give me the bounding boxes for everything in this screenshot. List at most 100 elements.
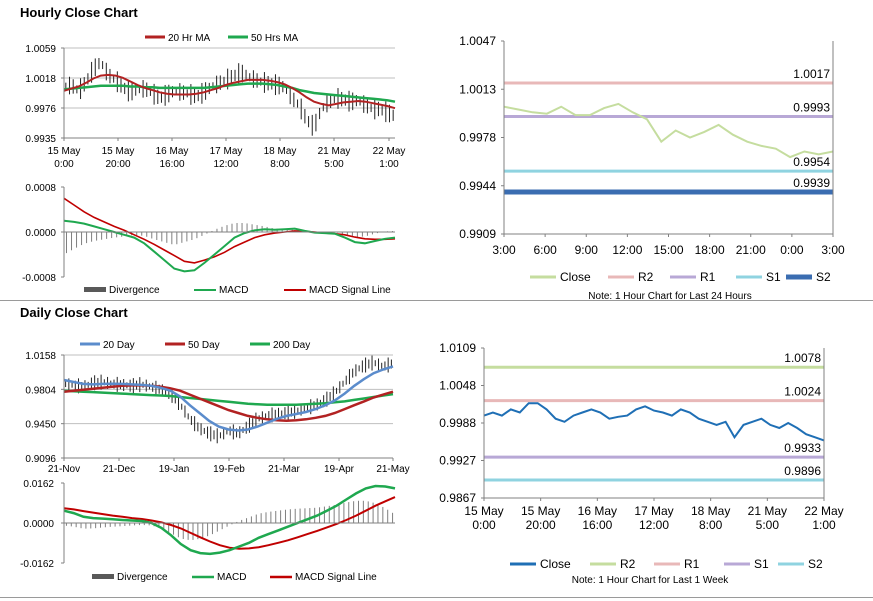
x-tick-label: 1:00 — [379, 159, 399, 170]
legend: 20 Hr MA 50 Hrs MA — [145, 33, 299, 44]
x-tick-label: 12:00 — [612, 243, 642, 257]
x-tick-label: 22 May — [804, 504, 843, 518]
section-divider — [0, 300, 873, 301]
bottom-divider — [0, 597, 873, 598]
x-tick-label: 0:00 — [780, 243, 804, 257]
hourly-section-title: Hourly Close Chart — [20, 5, 138, 20]
daily-price-chart: 1.0158 0.9804 0.9450 0.9096 21-Nov 21-Dec 19-J… — [0, 300, 420, 476]
legend: Divergence MACD MACD Signal Line — [92, 572, 377, 583]
y-tick-label: 1.0109 — [439, 341, 476, 355]
daily-macd-chart: 0.0162 0.0000 -0.0162 Divergence MACD MACD… — [0, 476, 420, 597]
x-tick-label: 18:00 — [695, 243, 725, 257]
daily-section-title: Daily Close Chart — [20, 305, 128, 320]
x-tick-label: 21 May — [318, 146, 351, 157]
y-tick-label: 1.0158 — [25, 351, 56, 362]
legend-label-r2: R2 — [638, 270, 654, 284]
x-tick-label: 18 May — [691, 504, 730, 518]
y-tick-label: -0.0008 — [22, 273, 56, 284]
x-tick-label: 15 May — [102, 146, 135, 157]
x-tick-label: 16 May — [578, 504, 617, 518]
legend-label-200-day: 200 Day — [273, 340, 310, 351]
x-tick-label: 0:00 — [472, 518, 496, 532]
legend-label-divergence: Divergence — [117, 572, 168, 583]
y-tick-label: 0.9978 — [459, 131, 496, 145]
series-line-close — [503, 102, 834, 159]
x-tick-label: 15:00 — [653, 243, 683, 257]
x-tick-label: 16 May — [156, 146, 189, 157]
y-tick-label: 0.9909 — [459, 227, 496, 241]
legend-label-s2: S2 — [808, 557, 823, 571]
legend-label-close: Close — [540, 557, 571, 571]
x-tick-label: 8:00 — [699, 518, 723, 532]
x-tick-label: 15 May — [521, 504, 560, 518]
x-tick-label: 17 May — [634, 504, 673, 518]
series-line-macd — [63, 484, 396, 556]
y-tick-label: 0.9944 — [459, 179, 496, 193]
legend-label-50-day: 50 Day — [188, 340, 220, 351]
y-tick-label: 1.0048 — [439, 379, 476, 393]
legend: 20 Day 50 Day 200 Day — [80, 340, 310, 351]
x-tick-label: 21:00 — [736, 243, 766, 257]
legend-label-s2: S2 — [816, 270, 831, 284]
x-tick-label: 12:00 — [639, 518, 669, 532]
level-label-s1: 0.9933 — [784, 441, 821, 455]
x-tick-label: 3:00 — [492, 243, 516, 257]
legend-label-s1: S1 — [766, 270, 781, 284]
series-line-50hr-ma — [63, 82, 396, 103]
y-tick-label: 0.9804 — [25, 385, 56, 396]
series-line-20hr-ma — [63, 73, 396, 110]
series-line-macd-signal — [63, 197, 396, 264]
y-tick-label: 1.0059 — [25, 44, 56, 55]
daily-levels-chart: 1.0078 1.0024 0.9933 0.9896 1.0109 1.0048 0.9… — [430, 300, 873, 597]
x-tick-label: 20:00 — [105, 159, 130, 170]
x-tick-label: 21-Dec — [103, 464, 135, 475]
level-label-r1: 0.9993 — [793, 101, 830, 115]
legend-label-50hrs-ma: 50 Hrs MA — [251, 33, 299, 44]
y-tick-label: -0.0162 — [20, 559, 54, 570]
hourly-levels-chart: 1.0017 0.9993 0.9954 0.9939 1.0047 1.0013 0.9… — [430, 0, 873, 302]
y-tick-label: 0.0008 — [25, 183, 56, 194]
x-tick-label: 5:00 — [756, 518, 780, 532]
x-tick-label: 16:00 — [159, 159, 184, 170]
legend: Divergence MACD MACD Signal Line — [84, 285, 391, 296]
legend-label-20hr-ma: 20 Hr MA — [168, 33, 211, 44]
series-line-200-day — [63, 389, 394, 407]
legend-label-macd: MACD — [217, 572, 246, 583]
x-tick-label: 1:00 — [812, 518, 836, 532]
hourly-price-chart: 1.0059 1.0018 0.9976 0.9935 15 May 0:00 15 May… — [0, 0, 420, 180]
series-line-20-day — [63, 365, 394, 432]
x-tick-label: 0:00 — [54, 159, 74, 170]
legend-label-macd: MACD — [219, 285, 248, 296]
y-tick-label: 0.9867 — [439, 491, 476, 505]
series-line-close — [483, 402, 825, 442]
legend-label-close: Close — [560, 270, 591, 284]
y-tick-label: 0.0000 — [25, 228, 56, 239]
y-tick-label: 0.9988 — [439, 416, 476, 430]
chart-note: Note: 1 Hour Chart for Last 24 Hours — [588, 291, 751, 302]
legend-label-macd-signal-line: MACD Signal Line — [309, 285, 391, 296]
y-tick-label: 1.0013 — [459, 82, 496, 96]
x-tick-label: 12:00 — [213, 159, 238, 170]
series-line-macd — [63, 219, 396, 273]
x-tick-label: 19-Apr — [324, 464, 355, 475]
series-line-50-day — [63, 384, 394, 423]
x-tick-label: 19-Jan — [159, 464, 190, 475]
level-label-r1: 1.0024 — [784, 385, 821, 399]
x-tick-label: 17 May — [210, 146, 243, 157]
x-tick-label: 15 May — [48, 146, 81, 157]
level-label-r2: 1.0017 — [793, 67, 830, 81]
y-tick-label: 0.9096 — [25, 454, 56, 465]
x-tick-label: 20:00 — [526, 518, 556, 532]
y-tick-label: 0.0162 — [23, 479, 54, 490]
x-tick-label: 22 May — [373, 146, 406, 157]
y-tick-label: 0.9927 — [439, 454, 476, 468]
x-tick-label: 16:00 — [582, 518, 612, 532]
x-tick-label: 21-May — [376, 464, 409, 475]
x-tick-label: 9:00 — [575, 243, 599, 257]
hourly-macd-chart: 0.0008 0.0000 -0.0008 Divergence MACD MACD… — [0, 180, 420, 300]
x-tick-label: 8:00 — [270, 159, 290, 170]
x-tick-label: 21-Mar — [268, 464, 300, 475]
legend: Close R2 R1 S1 S2 — [530, 270, 831, 284]
x-tick-label: 6:00 — [533, 243, 557, 257]
level-label-s1: 0.9954 — [793, 155, 830, 169]
